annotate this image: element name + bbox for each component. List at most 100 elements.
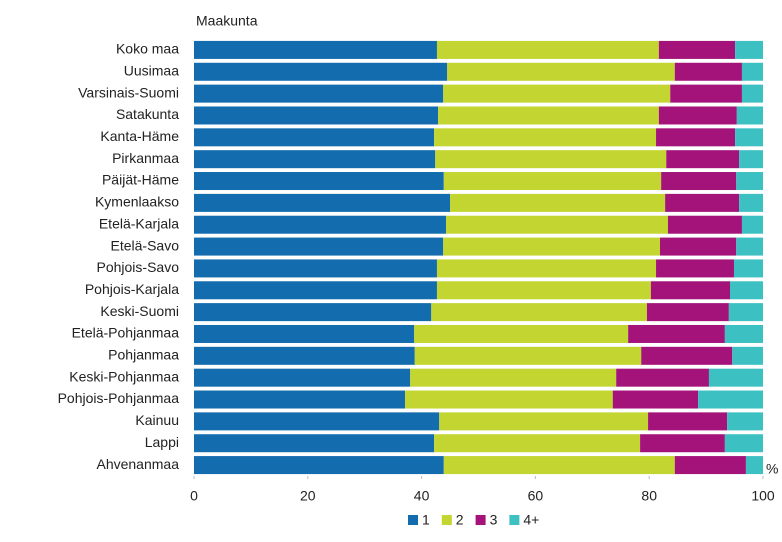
bar-segment (194, 215, 447, 234)
bar-segment (724, 324, 763, 343)
bar-segment (450, 193, 666, 212)
bar-segment (728, 303, 763, 322)
x-tick-label: 100 (751, 488, 775, 504)
bar-segment (656, 259, 734, 278)
bar-segment (656, 128, 736, 147)
y-tick-label: Varsinais-Suomi (78, 84, 179, 100)
bar-segment (431, 303, 647, 322)
bar-segment (729, 281, 763, 300)
bar-segment (194, 434, 435, 453)
bar-segment (194, 237, 444, 256)
bar-segment (194, 456, 444, 475)
bar-segment (648, 412, 728, 431)
bar-segment (666, 150, 740, 169)
y-tick-label: Pohjanmaa (108, 347, 179, 363)
bar-segment (435, 150, 667, 169)
axis-title: Maakunta (196, 13, 258, 29)
bar-segment (650, 281, 730, 300)
y-tick-label: Pohjois-Savo (97, 259, 180, 275)
bar-segment (616, 368, 709, 387)
bar-segment (194, 172, 444, 191)
bar-segment (446, 215, 668, 234)
bar-segment (443, 456, 675, 475)
bar-segment (660, 237, 737, 256)
x-tick-label: 0 (190, 488, 198, 504)
bar-segment (612, 390, 699, 409)
bar-segment (434, 128, 657, 147)
bar-segment (434, 434, 641, 453)
y-tick-label: Päijät-Häme (102, 172, 179, 188)
bar-segment (736, 237, 763, 256)
y-tick-label: Ahvenanmaa (96, 456, 179, 472)
bar-segment (739, 193, 763, 212)
bar-segment (194, 193, 451, 212)
bar-segment (414, 346, 642, 365)
bar-segment (436, 259, 657, 278)
bar-segment (658, 106, 737, 125)
bar-segment (736, 172, 763, 191)
y-tick-label: Etelä-Pohjanmaa (72, 325, 180, 341)
bar-segment (735, 128, 763, 147)
bar-segment (194, 259, 437, 278)
bar-segment (405, 390, 613, 409)
bar-segment (194, 62, 448, 81)
y-tick-label: Lappi (145, 434, 179, 450)
bar-segment (661, 172, 737, 191)
bar-segment (641, 346, 733, 365)
bar-segment (628, 324, 725, 343)
bar-segment (741, 62, 763, 81)
bar-segment (194, 128, 435, 147)
legend-swatch (408, 515, 418, 525)
bar-segment (436, 281, 651, 300)
bar-segment (674, 62, 742, 81)
bar-segment (443, 84, 671, 103)
bar-segment (698, 390, 763, 409)
y-tick-label: Kymenlaakso (95, 194, 179, 210)
bar-segment (447, 62, 675, 81)
bar-segment (736, 106, 763, 125)
bar-segment (708, 368, 763, 387)
y-tick-label: Etelä-Savo (111, 237, 180, 253)
bar-segment (741, 215, 763, 234)
x-tick-label: 40 (414, 488, 430, 504)
bar-segment (194, 150, 436, 169)
bar-segment (439, 412, 649, 431)
legend-label: 3 (490, 512, 498, 528)
bar-segment (670, 84, 742, 103)
bar-segment (724, 434, 763, 453)
bar-segment (194, 40, 437, 59)
bar-segment (414, 324, 629, 343)
bar-segment (741, 84, 763, 103)
y-tick-label: Kanta-Häme (100, 128, 179, 144)
legend-swatch (509, 515, 520, 525)
bar-segment (194, 106, 439, 125)
bar-segment (410, 368, 617, 387)
bar-segment (667, 215, 742, 234)
x-tick-label: 20 (300, 488, 316, 504)
bar-segment (443, 237, 661, 256)
bar-segment (727, 412, 763, 431)
bar-segment (438, 106, 659, 125)
bar-segment (443, 172, 662, 191)
bar-segment (194, 324, 415, 343)
bar-segment (640, 434, 725, 453)
y-tick-label: Pirkanmaa (112, 150, 179, 166)
y-tick-label: Keski-Pohjanmaa (69, 368, 179, 384)
bar-segment (735, 40, 763, 59)
y-tick-label: Koko maa (116, 41, 179, 57)
bar-segment (194, 303, 432, 322)
bar-segment (646, 303, 729, 322)
legend-swatch (475, 515, 486, 525)
y-tick-label: Pohjois-Karjala (85, 281, 179, 297)
y-tick-label: Satakunta (116, 106, 179, 122)
axis-unit: % (766, 461, 778, 477)
bar-segment (665, 193, 740, 212)
bar-segment (732, 346, 763, 365)
x-tick-label: 80 (641, 488, 657, 504)
bar-segment (194, 412, 440, 431)
bar-segment (194, 84, 444, 103)
legend-swatch (441, 515, 452, 525)
x-tick-label: 60 (528, 488, 544, 504)
bar-segment (674, 456, 746, 475)
